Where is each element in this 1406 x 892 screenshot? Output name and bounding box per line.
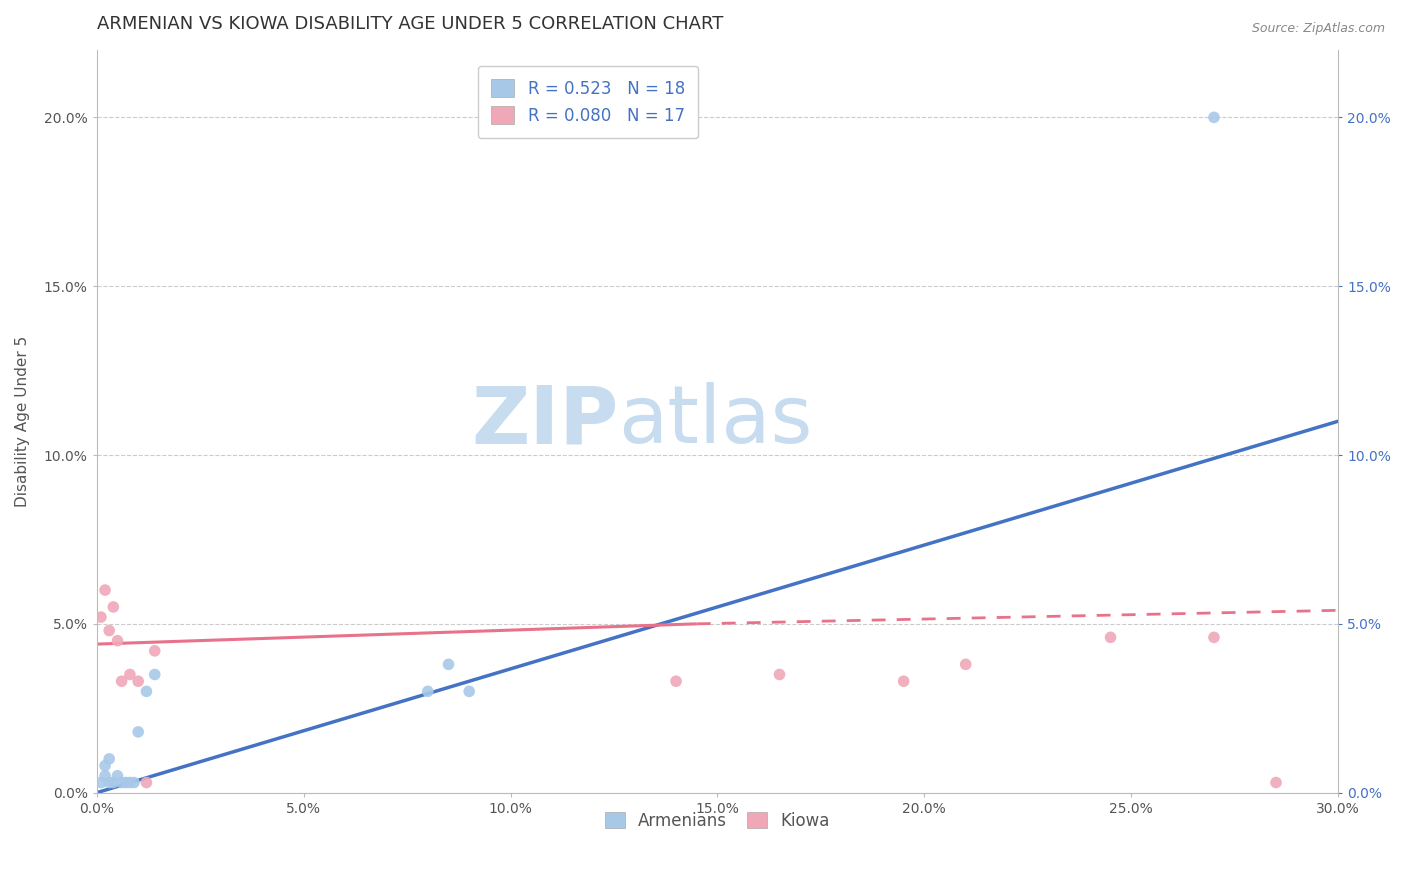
Point — [1099, 631, 1122, 645]
Point — [98, 775, 121, 789]
Point — [1202, 631, 1225, 645]
Point — [110, 674, 132, 689]
Point — [94, 769, 117, 783]
Point — [955, 657, 977, 672]
Point — [98, 624, 121, 638]
Point — [122, 775, 145, 789]
Point — [143, 644, 166, 658]
Point — [768, 667, 790, 681]
Point — [107, 769, 129, 783]
Point — [90, 610, 112, 624]
Legend: Armenians, Kiowa: Armenians, Kiowa — [599, 805, 837, 837]
Point — [127, 674, 149, 689]
Y-axis label: Disability Age Under 5: Disability Age Under 5 — [15, 335, 30, 507]
Point — [90, 775, 112, 789]
Point — [1265, 775, 1288, 789]
Point — [118, 775, 141, 789]
Point — [118, 667, 141, 681]
Point — [94, 583, 117, 598]
Point — [94, 758, 117, 772]
Point — [103, 599, 125, 614]
Point — [665, 674, 688, 689]
Point — [458, 684, 481, 698]
Text: ARMENIAN VS KIOWA DISABILITY AGE UNDER 5 CORRELATION CHART: ARMENIAN VS KIOWA DISABILITY AGE UNDER 5… — [97, 15, 723, 33]
Point — [114, 775, 136, 789]
Point — [437, 657, 460, 672]
Point — [1202, 111, 1225, 125]
Point — [98, 752, 121, 766]
Point — [135, 684, 157, 698]
Text: ZIP: ZIP — [471, 383, 619, 460]
Point — [143, 667, 166, 681]
Point — [110, 775, 132, 789]
Text: atlas: atlas — [619, 383, 813, 460]
Point — [127, 724, 149, 739]
Point — [893, 674, 915, 689]
Point — [416, 684, 439, 698]
Point — [103, 775, 125, 789]
Point — [135, 775, 157, 789]
Point — [107, 633, 129, 648]
Text: Source: ZipAtlas.com: Source: ZipAtlas.com — [1251, 22, 1385, 36]
